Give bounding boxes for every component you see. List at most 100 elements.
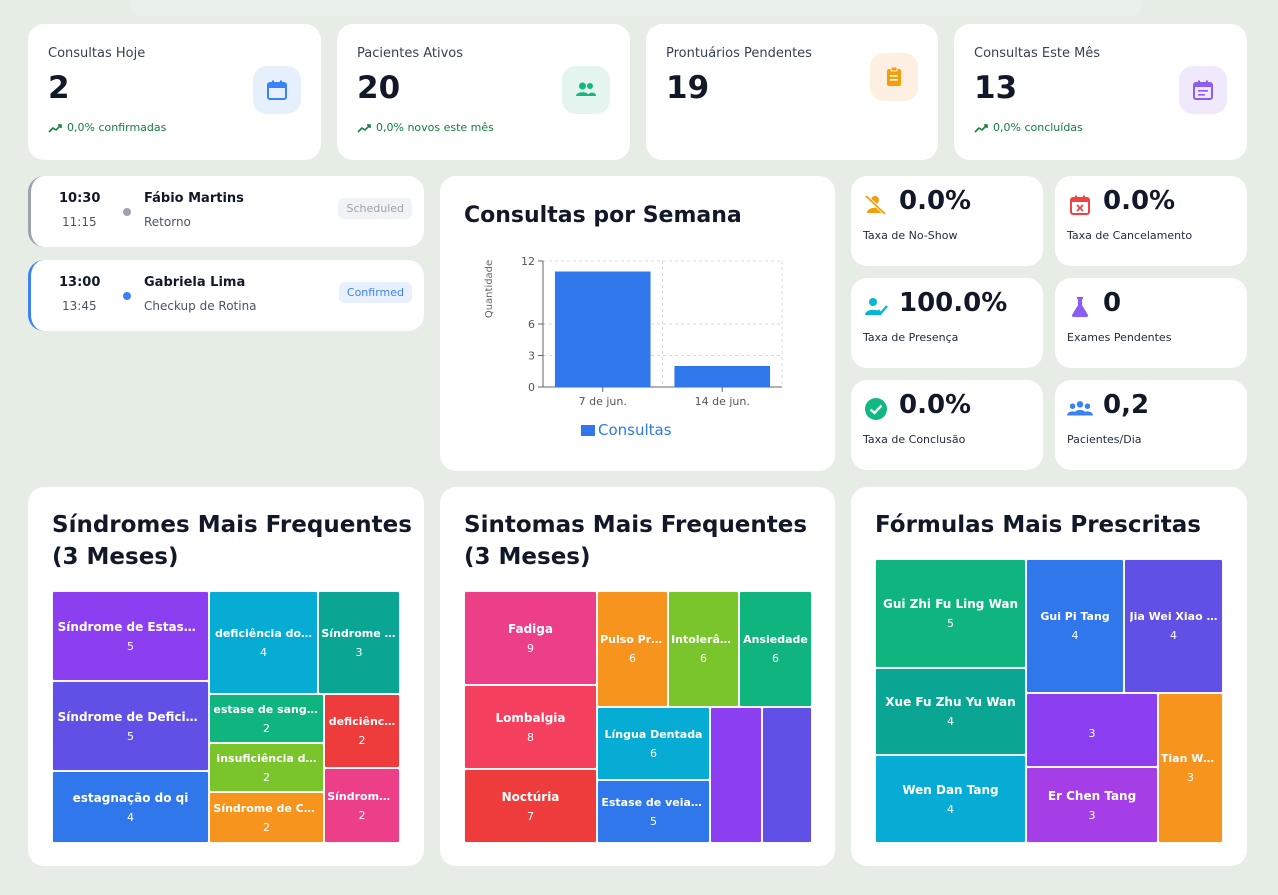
treemap-tile[interactable]: Tian Wan…3: [1158, 693, 1223, 843]
metric-card-conclusao[interactable]: 0.0% Taxa de Conclusão: [851, 380, 1043, 470]
treemap-tile[interactable]: [710, 707, 762, 843]
treemap-tile[interactable]: 3: [1026, 693, 1158, 767]
metric-label: Taxa de No-Show: [863, 229, 958, 242]
treemap-tile[interactable]: Noctúria 7: [464, 769, 597, 843]
treemap-tile[interactable]: estase de sangu… 2: [209, 694, 324, 743]
metric-label: Taxa de Presença: [863, 331, 959, 344]
patient-name: Gabriela Lima: [144, 275, 246, 290]
clipboard-icon: [870, 53, 918, 101]
treemap-tile[interactable]: Síndrome d… 3: [318, 591, 400, 694]
stat-value: 2: [48, 70, 70, 106]
treemap-tile[interactable]: Xue Fu Zhu Yu Wan 4: [875, 668, 1026, 755]
group-icon: [1067, 396, 1093, 422]
metric-card-presenca[interactable]: 100.0% Taxa de Presença: [851, 278, 1043, 368]
treemap-tile[interactable]: Gui Zhi Fu Ling Wan 5: [875, 559, 1026, 668]
stat-label: Pacientes Ativos: [357, 46, 464, 61]
treemap-tile[interactable]: Intolerân… 6: [668, 591, 739, 707]
top-bar-remnant: [130, 0, 1142, 16]
trending-up-icon: [974, 123, 988, 133]
appointment-type: Checkup de Rotina: [144, 299, 257, 313]
stat-value: 20: [357, 70, 401, 106]
status-dot: [123, 292, 131, 300]
metric-card-cancelamento[interactable]: 0.0% Taxa de Cancelamento: [1055, 176, 1247, 266]
treemap-tile[interactable]: Er Chen Tang 3: [1026, 767, 1158, 843]
chart-title: Consultas por Semana: [464, 203, 742, 228]
user-off-icon: [863, 192, 889, 218]
formulas-card: Fórmulas Mais Prescritas Gui Zhi Fu Ling…: [851, 487, 1247, 866]
bar-chart: 0 3 6 12 7 de jun. 14 de jun. Quantidade Consul…: [484, 255, 783, 439]
treemap-tile[interactable]: Síndrome de Deficiênc…5: [52, 681, 209, 771]
stat-card-consultas-este-mes[interactable]: Consultas Este Mês 13 0,0% concluídas: [954, 24, 1247, 160]
treemap-tile[interactable]: Pulso Pro… 6: [597, 591, 668, 707]
bar: [554, 271, 651, 387]
syndromes-card: Síndromes Mais Frequentes (3 Meses) Sínd…: [28, 487, 424, 866]
symptoms-card: Sintomas Mais Frequentes (3 Meses) Fadig…: [440, 487, 835, 866]
stat-subtext: 0,0% novos este mês: [357, 121, 494, 134]
appointment-card[interactable]: 13:00 13:45 Gabriela Lima Checkup de Rot…: [28, 260, 424, 331]
treemap-tile[interactable]: Síndrome de Estase Sa…5: [52, 591, 209, 681]
metric-card-no-show[interactable]: 0.0% Taxa de No-Show: [851, 176, 1043, 266]
appointment-card[interactable]: 10:30 11:15 Fábio Martins Retorno Schedu…: [28, 176, 424, 247]
treemap-tile[interactable]: [762, 707, 812, 843]
legend-label: Consultas: [598, 421, 672, 439]
patient-name: Fábio Martins: [144, 191, 244, 206]
bar: [674, 366, 771, 387]
appointment-start-time: 10:30: [59, 191, 101, 206]
treemap-tile[interactable]: Fadiga 9: [464, 591, 597, 685]
check-circle-icon: [863, 396, 889, 422]
treemap-tile[interactable]: Lombalgia 8: [464, 685, 597, 769]
y-tick-label: 0: [528, 381, 535, 394]
legend-swatch: [581, 425, 595, 436]
status-badge: Scheduled: [338, 198, 412, 219]
metric-value: 0.0%: [899, 390, 972, 420]
treemap-tile[interactable]: Língua Dentada 6: [597, 707, 710, 780]
formulas-treemap: Gui Zhi Fu Ling Wan 5 Xue Fu Zhu Yu Wan 4 …: [875, 559, 1223, 843]
calendar-x-icon: [1067, 192, 1093, 218]
treemap-tile[interactable]: insuficiência d… 2: [209, 743, 324, 792]
treemap-tile[interactable]: Estase de veia … 5: [597, 780, 710, 843]
metric-label: Pacientes/Dia: [1067, 433, 1142, 446]
calendar-list-icon: [1179, 66, 1227, 114]
y-axis-label: Quantidade: [484, 260, 495, 318]
y-tick-label: 6: [528, 318, 535, 331]
appointment-end-time: 11:15: [62, 215, 97, 229]
stat-label: Consultas Hoje: [48, 46, 146, 61]
metric-card-exames-pendentes[interactable]: 0 Exames Pendentes: [1055, 278, 1247, 368]
card-title: Sintomas Mais Frequentes (3 Meses): [464, 512, 808, 570]
treemap-tile[interactable]: deficiência do… 4: [209, 591, 318, 694]
metric-label: Taxa de Cancelamento: [1067, 229, 1193, 242]
stat-subtext: 0,0% confirmadas: [48, 121, 166, 134]
stat-card-consultas-hoje[interactable]: Consultas Hoje 2 0,0% confirmadas: [28, 24, 321, 160]
users-icon: [562, 66, 610, 114]
card-title: Fórmulas Mais Prescritas: [875, 512, 1201, 538]
flask-icon: [1067, 294, 1093, 320]
treemap-tile[interactable]: Gui Pi Tang 4: [1026, 559, 1124, 693]
weekly-chart-card: Consultas por Semana 0 3 6 12 7 de jun. 14 de…: [440, 176, 835, 471]
treemap-tile[interactable]: estagnação do qi 4: [52, 771, 209, 843]
syndromes-treemap: Síndrome de Estase Sa…5 Síndrome de Defi…: [52, 591, 400, 843]
stat-value: 19: [666, 70, 710, 106]
metric-label: Exames Pendentes: [1067, 331, 1172, 344]
appointment-start-time: 13:00: [59, 275, 101, 290]
treemap-tile[interactable]: deficiênc… 2: [324, 694, 400, 768]
appointment-end-time: 13:45: [62, 299, 97, 313]
treemap-tile[interactable]: Ansiedade 6: [739, 591, 812, 707]
treemap-tile[interactable]: Síndrome de Com…2: [209, 792, 324, 843]
card-title: Síndromes Mais Frequentes (3 Meses): [52, 512, 412, 570]
metric-label: Taxa de Conclusão: [863, 433, 966, 446]
treemap-tile[interactable]: Jia Wei Xiao … 4: [1124, 559, 1223, 693]
stat-card-pacientes-ativos[interactable]: Pacientes Ativos 20 0,0% novos este mês: [337, 24, 630, 160]
treemap-tile[interactable]: Síndrome … 2: [324, 768, 400, 843]
metric-value: 0,2: [1103, 390, 1150, 420]
stat-subtext: 0,0% concluídas: [974, 121, 1083, 134]
stat-label: Prontuários Pendentes: [666, 46, 812, 61]
y-tick-label: 3: [528, 350, 535, 363]
symptoms-treemap: Fadiga 9 Lombalgia 8 Noctúria 7 Pulso Pro… 6…: [464, 591, 812, 843]
status-badge: Confirmed: [338, 282, 412, 303]
metric-card-pacientes-dia[interactable]: 0,2 Pacientes/Dia: [1055, 380, 1247, 470]
stat-card-prontuarios-pendentes[interactable]: Prontuários Pendentes 19: [646, 24, 938, 160]
metric-value: 0.0%: [1103, 186, 1176, 216]
user-check-icon: [863, 294, 889, 320]
appointment-type: Retorno: [144, 215, 191, 229]
treemap-tile[interactable]: Wen Dan Tang 4: [875, 755, 1026, 843]
